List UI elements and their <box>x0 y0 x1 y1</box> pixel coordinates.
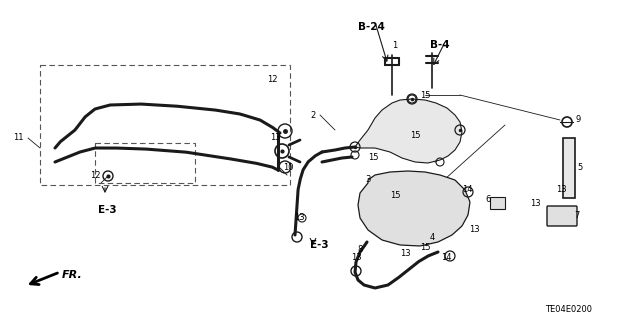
Text: 7: 7 <box>574 211 580 219</box>
Text: FR.: FR. <box>62 270 83 280</box>
Polygon shape <box>355 99 462 163</box>
Text: 9: 9 <box>575 115 580 124</box>
Text: 12: 12 <box>267 76 277 85</box>
Text: B-4: B-4 <box>430 40 450 50</box>
Text: 13: 13 <box>294 213 304 222</box>
Text: 1: 1 <box>392 41 397 49</box>
Text: 15: 15 <box>410 130 420 139</box>
Text: 11: 11 <box>13 133 23 143</box>
Text: 13: 13 <box>400 249 410 257</box>
Text: 13: 13 <box>468 226 479 234</box>
Text: 6: 6 <box>485 196 491 204</box>
FancyBboxPatch shape <box>547 206 577 226</box>
Text: 13: 13 <box>351 254 362 263</box>
Text: 12: 12 <box>90 170 100 180</box>
Text: TE04E0200: TE04E0200 <box>545 305 592 314</box>
Text: 14: 14 <box>441 254 451 263</box>
Bar <box>95 143 195 183</box>
Text: 5: 5 <box>577 164 582 173</box>
Text: 15: 15 <box>420 92 430 100</box>
Text: 15: 15 <box>368 152 378 161</box>
Bar <box>40 65 290 185</box>
Text: 13: 13 <box>269 133 280 143</box>
Polygon shape <box>358 171 470 246</box>
Text: 15: 15 <box>420 242 430 251</box>
Bar <box>563 138 575 198</box>
Text: E-3: E-3 <box>310 240 328 250</box>
Text: 10: 10 <box>283 164 293 173</box>
Text: B-24: B-24 <box>358 22 385 32</box>
Text: 13: 13 <box>530 198 540 207</box>
Text: 4: 4 <box>429 233 435 241</box>
Bar <box>490 197 505 209</box>
Text: 8: 8 <box>357 246 363 255</box>
Text: 2: 2 <box>310 110 316 120</box>
Text: E-3: E-3 <box>98 205 116 215</box>
Text: 15: 15 <box>390 190 400 199</box>
Text: 3: 3 <box>365 175 371 184</box>
Text: 13: 13 <box>556 186 566 195</box>
Text: 14: 14 <box>461 186 472 195</box>
